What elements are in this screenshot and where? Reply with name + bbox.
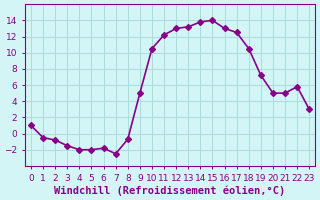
X-axis label: Windchill (Refroidissement éolien,°C): Windchill (Refroidissement éolien,°C) [54,185,286,196]
